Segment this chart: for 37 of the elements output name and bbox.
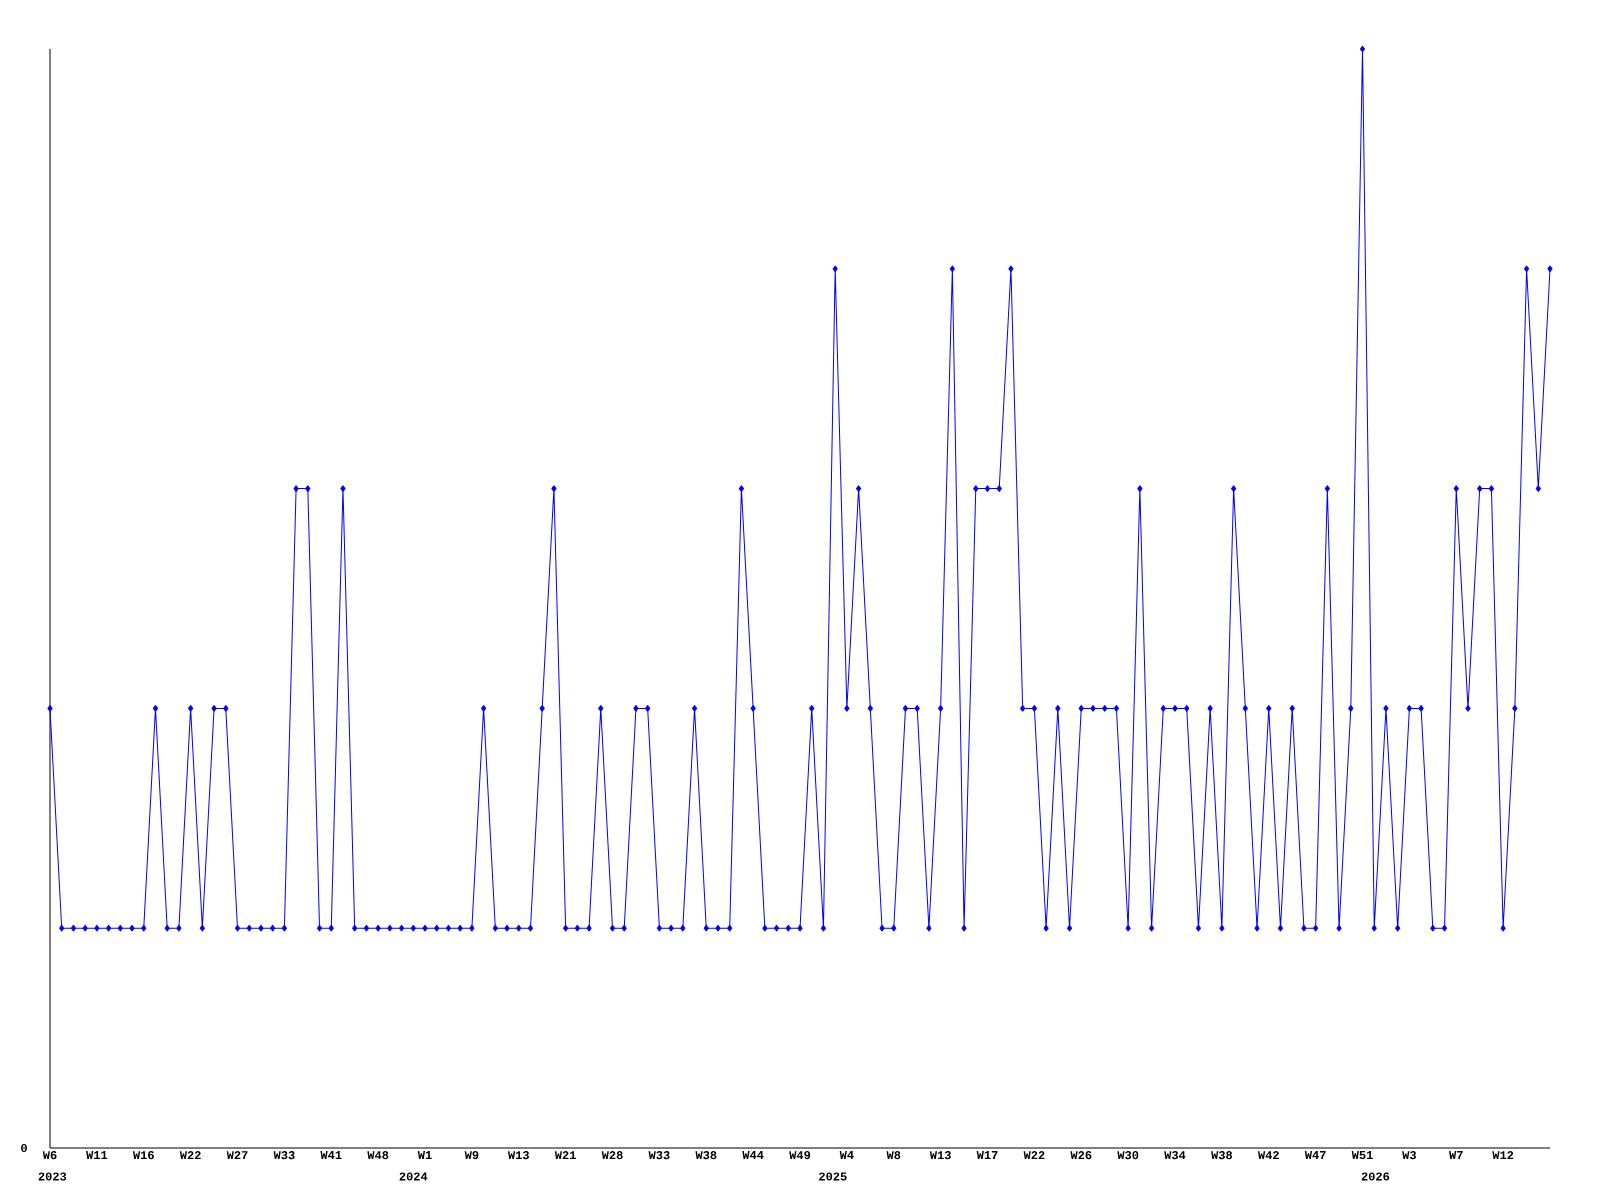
x-tick-label: W13: [929, 1151, 951, 1160]
x-tick-label: W42: [1257, 1151, 1279, 1160]
x-tick-label: W17: [976, 1151, 998, 1159]
x-tick-label: W12: [1492, 1151, 1514, 1160]
x-tick-label: W44: [742, 1151, 764, 1159]
text: 0: [21, 1143, 27, 1153]
x-tick-label: W51: [1351, 1151, 1373, 1160]
x-tick-label: W16: [132, 1151, 154, 1160]
x-tick-label: W34: [1164, 1151, 1186, 1160]
x-tick-label: W41: [320, 1151, 342, 1159]
x-tick-label: W28: [601, 1151, 623, 1160]
x-tick-label: W27: [226, 1151, 248, 1160]
text: 2023: [38, 1172, 67, 1181]
x-tick-label: W33: [273, 1151, 295, 1160]
x-tick-label: W1: [417, 1151, 432, 1159]
x-tick-label: W48: [367, 1151, 389, 1160]
x-tick-label: W4: [839, 1151, 854, 1159]
x-tick-label: W33: [648, 1151, 670, 1160]
x-tick-label: W21: [554, 1151, 576, 1160]
x-tick-label: W38: [695, 1151, 717, 1160]
text: 2025: [819, 1172, 847, 1181]
x-tick-label: W47: [1304, 1151, 1326, 1159]
x-tick-label: W38: [1211, 1151, 1233, 1160]
x-tick-label: W11: [86, 1151, 108, 1159]
text: 2026: [1361, 1172, 1390, 1181]
x-tick-label: W3: [1402, 1151, 1416, 1160]
text: 2024: [399, 1172, 428, 1181]
x-tick-label: W49: [789, 1151, 811, 1160]
x-tick-label: W22: [179, 1151, 201, 1160]
x-tick-label: W7: [1449, 1151, 1463, 1159]
x-tick-label: W6: [42, 1151, 57, 1160]
x-tick-label: W30: [1117, 1151, 1139, 1160]
x-tick-label: W13: [507, 1151, 529, 1160]
x-tick-label: W22: [1023, 1151, 1045, 1160]
x-tick-label: W9: [464, 1151, 479, 1160]
x-tick-label: W8: [886, 1151, 901, 1160]
x-tick-label: W26: [1070, 1151, 1092, 1160]
